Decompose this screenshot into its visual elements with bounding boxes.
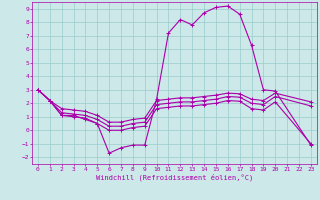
X-axis label: Windchill (Refroidissement éolien,°C): Windchill (Refroidissement éolien,°C) xyxy=(96,173,253,181)
